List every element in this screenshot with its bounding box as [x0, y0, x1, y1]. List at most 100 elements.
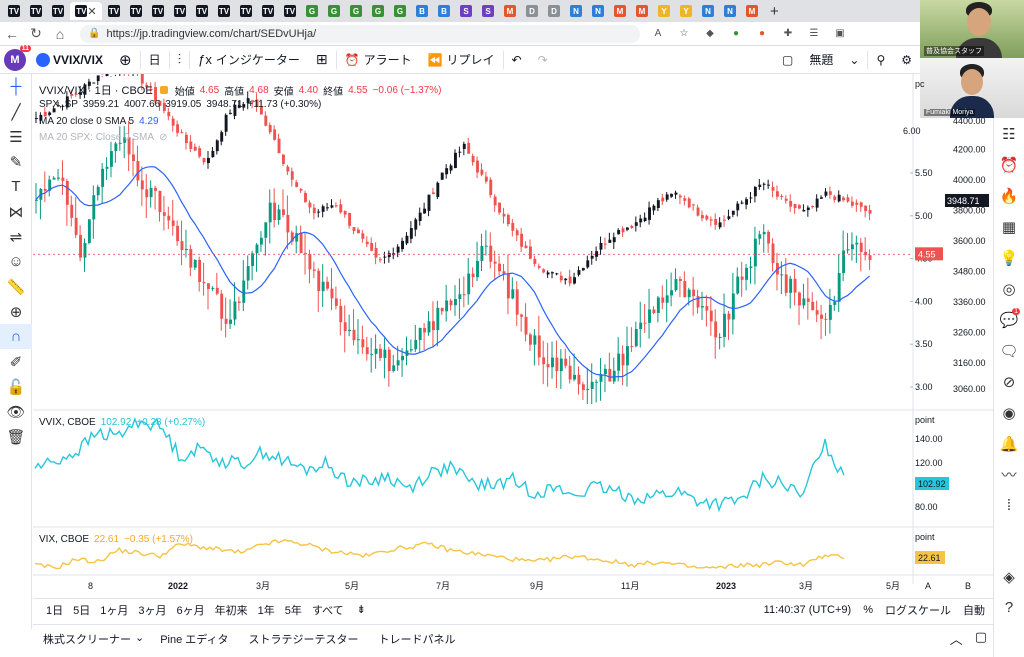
browser-tab[interactable]: TV — [280, 2, 300, 20]
extension-icon[interactable]: ● — [732, 28, 740, 39]
reload-icon[interactable]: ↻ — [30, 25, 42, 41]
collections-icon[interactable]: ▣ — [835, 28, 845, 39]
hotlist-icon[interactable]: 🔥 — [999, 187, 1019, 205]
chevron-down-icon[interactable]: ⌄ — [135, 631, 145, 644]
user-avatar[interactable]: M 11 — [4, 44, 31, 71]
lock-icon[interactable]: 🔓 — [6, 378, 26, 396]
replay-button[interactable]: ⏪ リプレイ — [420, 51, 503, 68]
log-scale-button[interactable]: ログスケール — [885, 604, 951, 617]
browser-tab[interactable]: TV — [258, 2, 278, 20]
clock-readout[interactable]: 11:40:37 (UTC+9) — [763, 603, 852, 616]
browser-tab[interactable]: G — [368, 2, 388, 20]
hidden-eye-icon[interactable]: ⊘ — [159, 132, 168, 143]
trading-icon[interactable]: ⊘ — [1002, 373, 1016, 391]
home-icon[interactable]: ⌂ — [55, 25, 65, 42]
magnet-icon[interactable]: ∩ — [0, 324, 32, 349]
auto-scale-button[interactable]: 自動 — [963, 604, 985, 617]
eye-icon[interactable]: 👁 — [6, 403, 26, 421]
browser-tab[interactable]: Y — [654, 2, 674, 20]
collapse-icon[interactable]: ︿ — [949, 632, 963, 647]
browser-tab[interactable]: TV — [48, 2, 68, 20]
browser-tab[interactable]: G — [390, 2, 410, 20]
extension-icon[interactable]: ● — [758, 28, 766, 39]
browser-tab[interactable]: M — [610, 2, 630, 20]
calendar-icon[interactable]: ▦ — [1001, 218, 1017, 236]
symbol-search-button[interactable]: VVIX/VIX — [53, 52, 104, 67]
interval-button[interactable]: 日 — [148, 53, 161, 67]
browser-tab[interactable]: D — [544, 2, 564, 20]
range-button[interactable]: 5日 — [73, 604, 91, 617]
fib-retracement-icon[interactable]: ☰ — [9, 128, 23, 146]
browser-tab[interactable]: G — [324, 2, 344, 20]
browser-tab[interactable]: S — [478, 2, 498, 20]
browser-tab[interactable]: M — [742, 2, 762, 20]
browser-tab[interactable]: S — [456, 2, 476, 20]
pattern-icon[interactable]: ⋈ — [8, 203, 24, 221]
crosshair-icon[interactable]: ┼ — [10, 78, 22, 95]
chevron-down-icon[interactable]: ⌄ — [849, 52, 860, 67]
range-button[interactable]: 1日 — [46, 604, 64, 617]
ruler-icon[interactable]: 📏 — [6, 278, 26, 296]
trash-icon[interactable]: 🗑 — [6, 428, 26, 446]
browser-tab[interactable]: N — [588, 2, 608, 20]
prediction-icon[interactable]: ⇌ — [9, 228, 23, 246]
extension-icon[interactable]: ◆ — [706, 28, 714, 39]
maximize-icon[interactable]: ▢ — [974, 629, 987, 644]
panel-tab[interactable]: ストラテジーテスター — [248, 633, 359, 646]
panel-tab[interactable]: 株式スクリーナー — [43, 633, 131, 646]
browser-tab[interactable]: TV — [236, 2, 256, 20]
settings-icon[interactable]: ⚙ — [901, 52, 912, 67]
browser-tab[interactable]: B — [434, 2, 454, 20]
browser-tab[interactable]: TV — [126, 2, 146, 20]
emoji-icon[interactable]: ☺ — [8, 253, 24, 270]
trend-line-icon[interactable]: ╱ — [11, 103, 21, 121]
chart-canvas[interactable]: pc6.005.505.004.504.003.503.004400.00420… — [33, 74, 993, 596]
templates-icon[interactable]: ⊞ — [315, 51, 328, 67]
range-button[interactable]: 6ヶ月 — [176, 604, 205, 617]
chart-area[interactable]: pc6.005.505.004.504.003.503.004400.00420… — [33, 74, 993, 596]
ideas-icon[interactable]: 💡 — [999, 249, 1019, 267]
browser-tab[interactable]: TV — [26, 2, 46, 20]
range-button[interactable]: すべて — [311, 604, 344, 617]
extensions-icon[interactable]: ✚ — [783, 28, 793, 39]
browser-tab[interactable]: TV — [214, 2, 234, 20]
notifications-icon[interactable]: 🔔 — [999, 435, 1019, 453]
candles-icon[interactable]: ⫶ — [177, 51, 182, 67]
watchlist-icon[interactable]: ☷ — [1002, 125, 1016, 143]
help-icon[interactable]: ? — [1004, 599, 1014, 616]
browser-tab[interactable]: N — [720, 2, 740, 20]
browser-tab[interactable]: TV — [104, 2, 124, 20]
layers-icon[interactable]: ◈ — [1003, 568, 1015, 586]
percent-scale-button[interactable]: % — [863, 603, 873, 616]
new-tab-icon[interactable]: + — [770, 2, 779, 20]
zoom-in-icon[interactable]: ⊕ — [9, 303, 23, 321]
search-icon[interactable]: ⚲ — [876, 52, 886, 67]
browser-tab[interactable]: M — [500, 2, 520, 20]
broadcast-icon[interactable]: ◉ — [1002, 404, 1016, 422]
browser-tab[interactable]: TV — [170, 2, 190, 20]
browser-tab[interactable]: TV — [4, 2, 24, 20]
range-button[interactable]: 1年 — [257, 604, 275, 617]
object-tree-icon[interactable]: ⁞ — [1006, 497, 1012, 514]
layout-name-button[interactable]: 無題 — [809, 53, 834, 67]
indicators-button[interactable]: ƒx インジケーター — [190, 51, 308, 68]
panel-tab[interactable]: トレードパネル — [378, 633, 456, 646]
read-aloud-icon[interactable]: A — [654, 28, 662, 39]
compare-symbol-icon[interactable]: ⊕ — [119, 51, 132, 69]
stay-drawing-icon[interactable]: ✐ — [9, 353, 23, 371]
text-tool-icon[interactable]: T — [11, 178, 21, 195]
browser-tab[interactable]: TV — [148, 2, 168, 20]
panel-tab[interactable]: Pine エディタ — [160, 633, 229, 646]
browser-tab[interactable]: G — [346, 2, 366, 20]
tab-close-icon[interactable]: ✕ — [87, 5, 97, 18]
browser-tab[interactable]: D — [522, 2, 542, 20]
browser-tab[interactable]: N — [566, 2, 586, 20]
browser-tab[interactable]: B — [412, 2, 432, 20]
favorites-bar-icon[interactable]: ☰ — [809, 28, 819, 39]
back-icon[interactable]: ← — [5, 25, 19, 42]
browser-tab[interactable]: Y — [676, 2, 696, 20]
notes-icon[interactable]: 🗨 — [999, 342, 1019, 360]
redo-icon[interactable]: ↷ — [537, 52, 548, 67]
streams-icon[interactable]: ◎ — [1002, 280, 1016, 298]
range-button[interactable]: 5年 — [284, 604, 302, 617]
